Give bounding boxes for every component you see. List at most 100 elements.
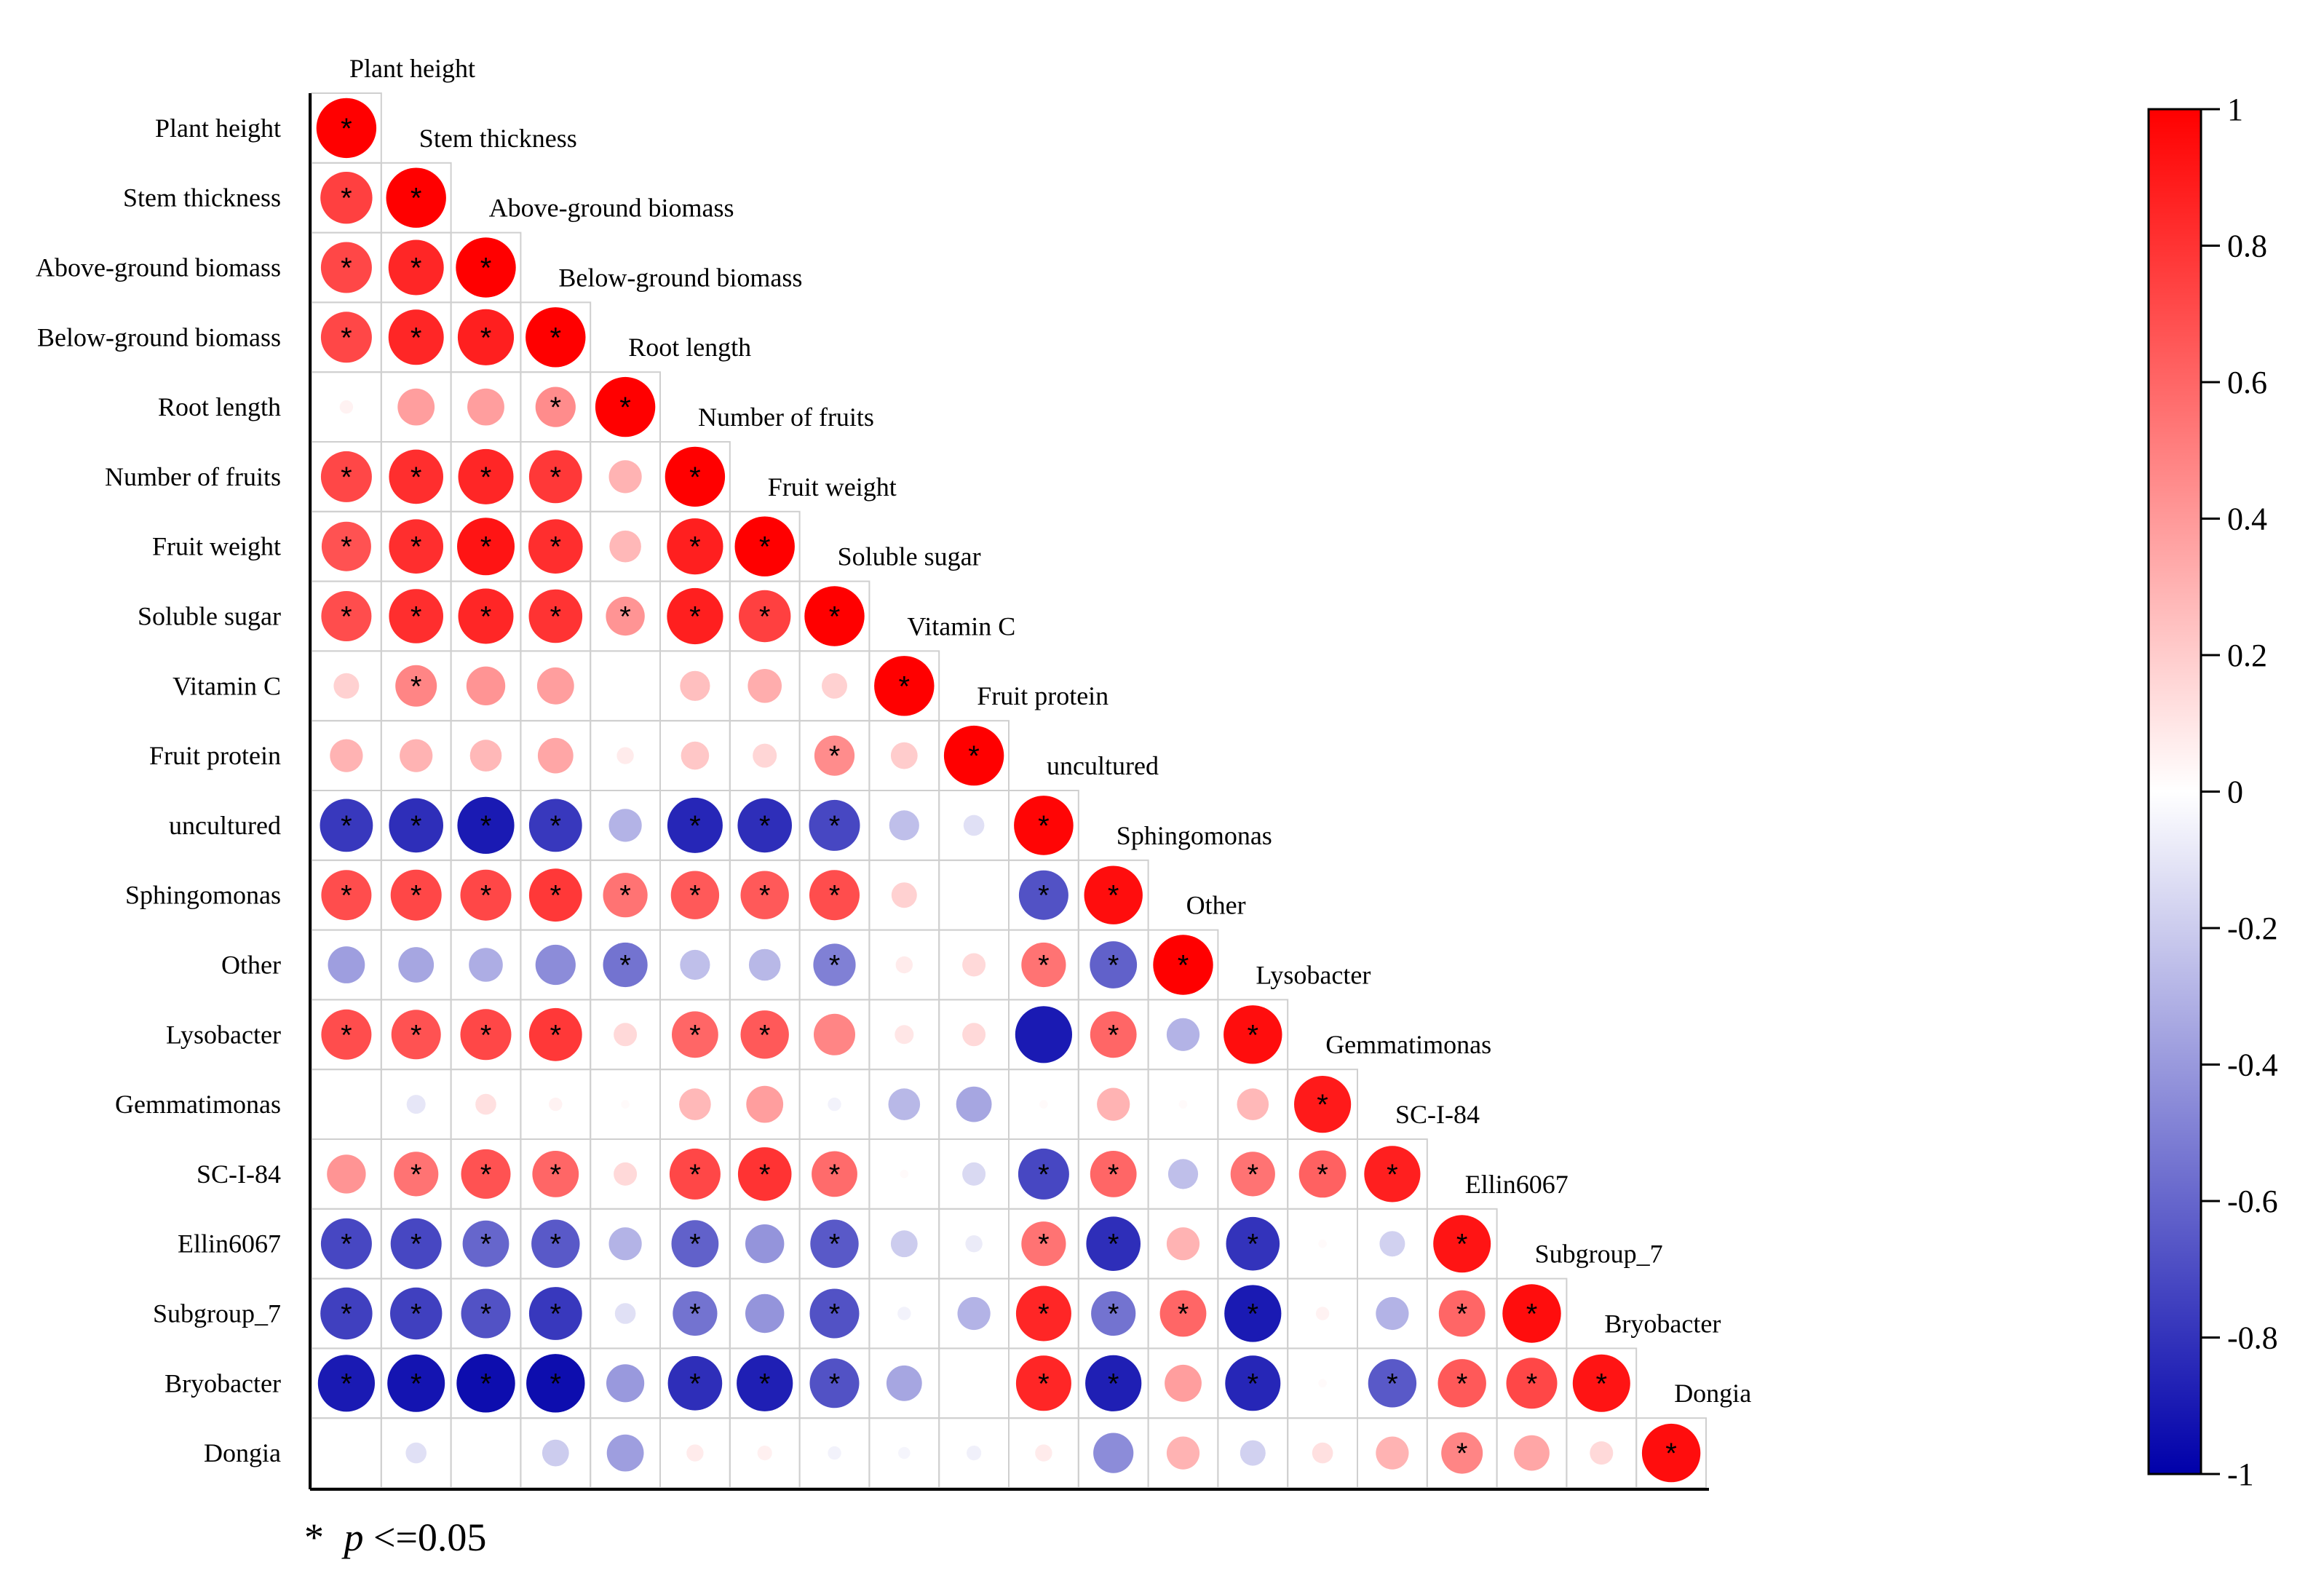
significance-star-9-7: * [829,740,841,772]
col-label-19: Dongia [1674,1379,1751,1408]
row-label-16: Ellin6067 [178,1229,281,1259]
significance-star-5-3: * [550,461,562,494]
significance-star-15-15: * [1387,1159,1398,1191]
corr-circle-15-15 [1364,1146,1421,1202]
col-label-4: Root length [628,333,751,362]
corr-circle-4-3 [535,387,576,427]
corr-circle-13-2 [460,1009,512,1061]
significance-star-18-13: * [1248,1368,1259,1400]
significance-star-16-3: * [550,1229,562,1261]
corr-circle-8-1 [395,665,437,707]
col-label-17: Subgroup_7 [1535,1240,1663,1269]
corr-circle-6-5 [667,518,723,575]
corr-circle-18-15 [1368,1359,1417,1408]
significance-star-15-13: * [1248,1159,1259,1191]
row-label-5: Number of fruits [105,462,281,491]
corr-circle-18-17 [1506,1358,1558,1409]
significance-star-7-3: * [550,601,562,633]
footnote-threshold: <=0.05 [373,1515,486,1559]
significance-star-14-14: * [1317,1089,1328,1121]
corr-circle-13-4 [614,1023,638,1047]
row-label-14: Gemmatimonas [115,1090,281,1119]
significance-star-4-3: * [550,392,562,424]
corr-circle-16-5 [671,1220,719,1268]
corr-circle-16-16 [1433,1215,1491,1273]
significance-star-15-7: * [829,1159,841,1191]
corr-circle-18-4 [606,1364,645,1403]
significance-star-7-5: * [689,601,701,633]
corr-circle-17-11 [1091,1291,1136,1336]
significance-star-15-2: * [480,1159,492,1191]
corr-circle-13-13 [1224,1005,1282,1064]
significance-star-18-11: * [1108,1368,1119,1400]
corr-circle-16-15 [1379,1231,1405,1257]
corr-circle-9-0 [330,739,363,772]
significance-star-15-10: * [1038,1159,1050,1191]
corr-circle-12-8 [895,956,913,974]
corr-circle-7-0 [321,591,372,641]
cell-14-0 [311,1069,382,1140]
col-label-6: Fruit weight [768,472,897,502]
significance-star-3-3: * [550,322,562,354]
corr-circle-11-4 [603,873,648,918]
corr-circle-11-3 [528,868,582,922]
col-label-7: Soluble sugar [838,542,981,571]
significance-star-17-0: * [341,1299,352,1331]
corr-circle-15-8 [900,1170,909,1178]
corr-circle-17-4 [614,1303,636,1324]
corr-circle-11-11 [1084,865,1143,924]
significance-star-18-18: * [1596,1368,1608,1400]
colorbar-tick-label-3: 0.4 [2227,502,2267,537]
corr-circle-19-14 [1312,1442,1333,1464]
row-label-8: Vitamin C [172,671,281,700]
significance-star-7-6: * [759,601,771,633]
corr-circle-17-9 [957,1296,991,1331]
corr-circle-17-8 [897,1307,911,1320]
row-label-0: Plant height [155,114,281,143]
significance-star-11-7: * [829,880,841,912]
significance-star-15-6: * [759,1159,771,1191]
corr-circle-1-0 [320,172,373,224]
corr-circle-4-2 [467,388,504,426]
corr-circle-18-10 [1015,1355,1071,1411]
significance-star-13-1: * [411,1019,422,1051]
significance-star-15-1: * [411,1159,422,1191]
colorbar-tick-label-2: 0.6 [2227,365,2267,400]
corr-circle-12-7 [813,943,856,986]
colorbar-tick-label-5: 0 [2227,774,2243,810]
corr-circle-2-1 [388,239,444,296]
corr-circle-18-0 [317,1355,375,1412]
significance-star-10-2: * [480,810,492,842]
significance-star-11-4: * [619,880,631,912]
significance-star-7-2: * [480,601,492,633]
corr-circle-17-15 [1376,1296,1409,1331]
significance-star-9-9: * [968,740,980,772]
corr-circle-12-11 [1090,941,1138,988]
corr-circle-16-13 [1226,1216,1280,1271]
corr-circle-5-0 [320,451,372,502]
corr-circle-19-13 [1240,1440,1266,1466]
corr-circle-13-11 [1090,1011,1137,1058]
significance-star-5-5: * [689,461,701,494]
significance-star-10-10: * [1038,810,1050,842]
significance-star-18-10: * [1038,1368,1050,1400]
col-label-9: Fruit protein [977,681,1109,710]
matrix-axes [309,93,1709,1491]
significance-star-5-2: * [480,461,492,494]
corr-circle-16-14 [1318,1239,1327,1248]
corr-circle-14-5 [679,1088,711,1120]
corr-circle-19-7 [828,1446,841,1460]
corr-circle-12-4 [603,942,648,988]
corr-circle-18-6 [737,1355,793,1411]
significance-star-18-2: * [480,1368,492,1400]
corr-circle-18-2 [456,1354,515,1413]
corr-circle-11-0 [321,870,372,921]
corr-circle-6-4 [609,530,641,563]
corr-circle-9-6 [753,743,777,768]
significance-star-2-2: * [480,253,492,285]
corr-circle-14-14 [1294,1076,1352,1133]
corr-circle-8-6 [747,669,782,703]
significance-star-17-1: * [411,1299,422,1331]
corr-circle-18-8 [886,1365,922,1401]
corr-circle-14-1 [406,1095,426,1114]
